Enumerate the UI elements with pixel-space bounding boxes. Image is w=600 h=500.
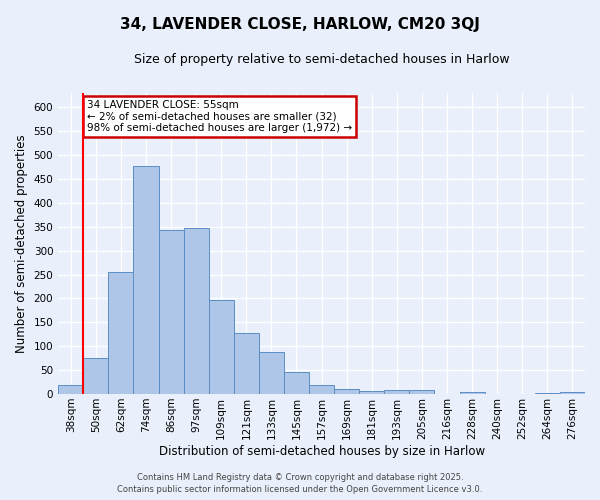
Bar — [359, 390, 385, 394]
Text: 34 LAVENDER CLOSE: 55sqm
← 2% of semi-detached houses are smaller (32)
98% of se: 34 LAVENDER CLOSE: 55sqm ← 2% of semi-de… — [87, 100, 352, 133]
Bar — [409, 390, 434, 394]
Bar — [334, 390, 359, 394]
Bar — [309, 386, 334, 394]
Bar — [259, 352, 284, 394]
Title: Size of property relative to semi-detached houses in Harlow: Size of property relative to semi-detach… — [134, 52, 509, 66]
Text: Contains HM Land Registry data © Crown copyright and database right 2025.
Contai: Contains HM Land Registry data © Crown c… — [118, 472, 482, 494]
Bar — [535, 392, 560, 394]
Bar — [560, 392, 585, 394]
Bar — [109, 272, 133, 394]
Text: 34, LAVENDER CLOSE, HARLOW, CM20 3QJ: 34, LAVENDER CLOSE, HARLOW, CM20 3QJ — [120, 18, 480, 32]
Bar — [284, 372, 309, 394]
Y-axis label: Number of semi-detached properties: Number of semi-detached properties — [15, 134, 28, 353]
Bar — [460, 392, 485, 394]
Bar — [158, 230, 184, 394]
Bar — [83, 358, 109, 394]
Bar — [209, 300, 234, 394]
Bar — [133, 166, 158, 394]
Bar — [234, 334, 259, 394]
Bar — [58, 386, 83, 394]
X-axis label: Distribution of semi-detached houses by size in Harlow: Distribution of semi-detached houses by … — [158, 444, 485, 458]
Bar — [385, 390, 409, 394]
Bar — [184, 228, 209, 394]
